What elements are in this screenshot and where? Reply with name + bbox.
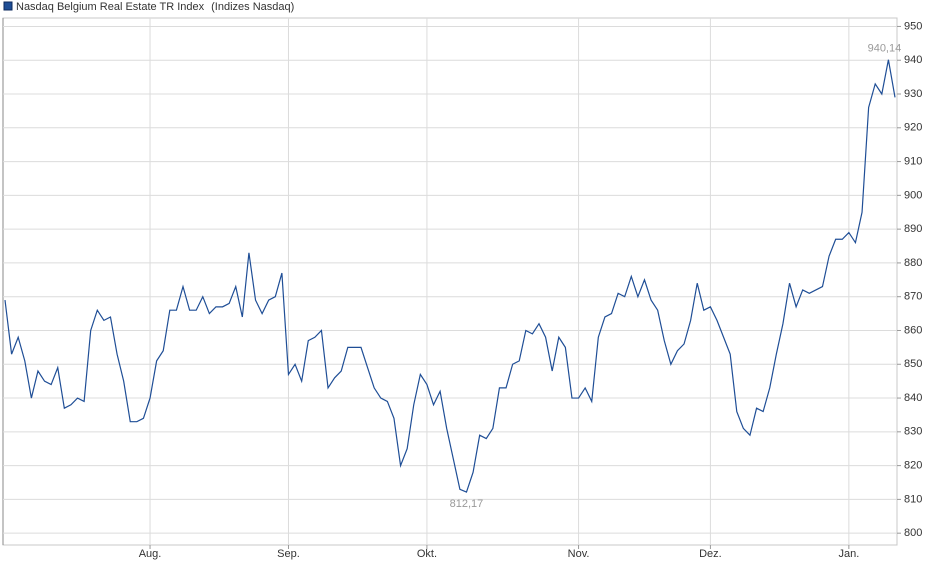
y-tick-label: 810 [904,493,922,505]
y-tick-label: 840 [904,392,922,404]
x-tick-label: Aug. [139,548,162,560]
y-tick-label: 930 [904,88,922,100]
y-tick-label: 830 [904,426,922,438]
legend-swatch [3,1,13,11]
x-tick-label: Jan. [838,548,859,560]
value-label: 940,14 [868,43,902,55]
y-tick-label: 950 [904,20,922,32]
x-tick-label: Sep. [277,548,300,560]
y-tick-label: 900 [904,189,922,201]
y-tick-label: 880 [904,257,922,269]
line-series [4,59,896,493]
y-tick-label: 820 [904,460,922,472]
x-tick-label: Nov. [568,548,590,560]
y-tick-label: 920 [904,122,922,134]
y-tick-label: 890 [904,223,922,235]
value-label: 812,17 [450,498,484,510]
y-tick-label: 860 [904,324,922,336]
y-tick-label: 870 [904,291,922,303]
y-tick-label: 940 [904,54,922,66]
subtitle: (Indizes Nasdaq) [211,1,294,13]
y-tick-label: 800 [904,527,922,539]
x-tick-label: Dez. [699,548,722,560]
y-tick-label: 910 [904,155,922,167]
legend-label: Nasdaq Belgium Real Estate TR Index [16,1,205,13]
y-tick-label: 850 [904,358,922,370]
x-tick-label: Okt. [417,548,437,560]
